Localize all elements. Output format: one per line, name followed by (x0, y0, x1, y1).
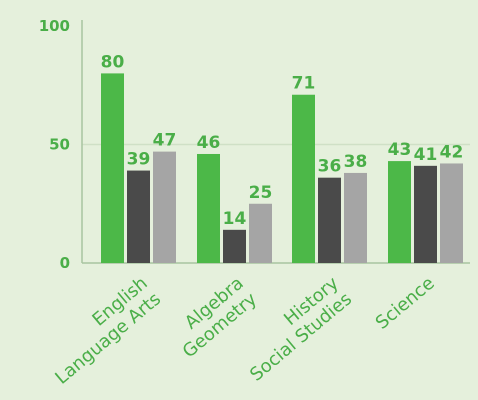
bar-s2-c3 (318, 177, 341, 263)
data-label-s3-c1: 47 (153, 131, 177, 151)
data-label-s1-c1: 80 (101, 52, 125, 72)
category-label-line: Science (372, 273, 439, 334)
bar-s3-c3 (344, 172, 367, 263)
bar-s1-c4 (388, 161, 411, 263)
data-label-s2-c3: 36 (318, 157, 342, 177)
bar-s1-c2 (197, 153, 220, 263)
data-label-s1-c3: 71 (292, 74, 316, 94)
bar-s3-c2 (249, 203, 272, 263)
bar-s3-c4 (440, 163, 463, 263)
bar-s3-c1 (153, 151, 176, 263)
data-label-s3-c3: 38 (344, 152, 368, 172)
y-tick-label-100: 100 (39, 17, 70, 35)
data-label-s1-c2: 46 (197, 133, 221, 153)
bar-s2-c2 (223, 229, 246, 263)
data-label-s2-c4: 41 (414, 145, 438, 165)
y-tick-labels: 0 50 100 (39, 17, 70, 272)
data-labels: 80 46 71 43 39 14 36 41 47 25 38 42 (101, 52, 464, 228)
bars (101, 73, 463, 264)
category-labels: EnglishLanguage Arts AlgebraGeometry Histo… (38, 273, 439, 389)
category-label-2: AlgebraGeometry (165, 273, 261, 363)
data-label-s2-c1: 39 (127, 150, 151, 170)
data-label-s3-c2: 25 (249, 183, 273, 203)
data-label-s2-c2: 14 (223, 209, 247, 229)
category-label-3: HistorySocial Studies (233, 273, 356, 386)
y-tick-label-0: 0 (60, 254, 70, 272)
bar-s2-c1 (127, 170, 150, 263)
data-label-s1-c4: 43 (388, 140, 412, 160)
bar-s1-c1 (101, 73, 124, 264)
y-tick-label-50: 50 (49, 136, 70, 154)
category-label-1: EnglishLanguage Arts (38, 273, 165, 389)
data-label-s3-c4: 42 (440, 142, 464, 162)
bar-s2-c4 (414, 165, 437, 263)
bar-s1-c3 (292, 94, 315, 263)
category-label-4: Science (372, 273, 439, 334)
